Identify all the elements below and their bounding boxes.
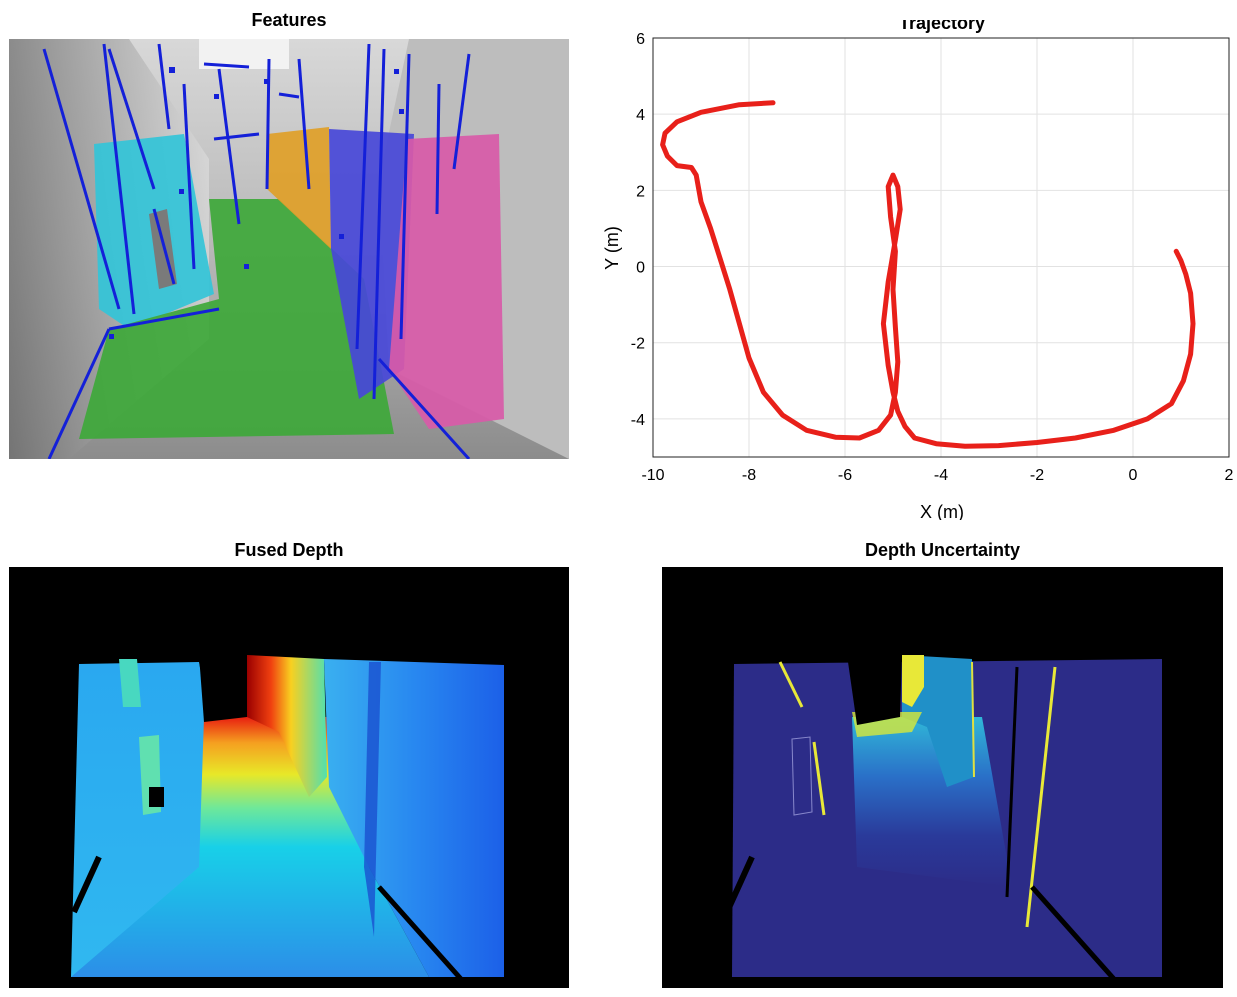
trajectory-chart: Trajectory -10 -8 -6 -4 -2 0 2 -4 -2 0 2 4 6 X (m) Y… xyxy=(602,20,1234,520)
plane-green xyxy=(79,199,394,439)
x-tick-label: 2 xyxy=(1225,467,1234,484)
features-image xyxy=(9,39,569,459)
feature-lines xyxy=(42,43,471,459)
trajectory-title: Trajectory xyxy=(899,20,985,33)
fused-depth-image xyxy=(9,567,569,988)
x-tick-label: -4 xyxy=(934,467,948,484)
x-tick-label: 0 xyxy=(1129,467,1138,484)
y-tick-label: 6 xyxy=(636,31,645,48)
y-tick-label: 0 xyxy=(636,260,645,277)
y-tick-label: -2 xyxy=(631,336,645,353)
x-tick-label: -8 xyxy=(742,467,756,484)
x-tick-label: -6 xyxy=(838,467,852,484)
fused-depth-title: Fused Depth xyxy=(234,540,344,560)
plane-magenta xyxy=(389,134,504,429)
trajectory-ticks: -10 -8 -6 -4 -2 0 2 -4 -2 0 2 4 6 xyxy=(631,31,1234,484)
y-tick-label: 4 xyxy=(636,107,645,124)
depth-uncertainty-title: Depth Uncertainty xyxy=(864,540,1021,560)
trajectory-series-line xyxy=(660,100,1196,449)
plane-orange xyxy=(267,127,331,249)
trajectory-axes-box xyxy=(652,37,1230,458)
y-tick-label: 2 xyxy=(636,183,645,200)
x-tick-label: -2 xyxy=(1030,467,1044,484)
x-tick-label: -10 xyxy=(641,467,664,484)
trajectory-ylabel: Y (m) xyxy=(602,226,622,270)
y-tick-label: -4 xyxy=(631,412,645,429)
trajectory-grid xyxy=(652,37,1230,457)
depth-uncertainty-image xyxy=(662,567,1223,988)
trajectory-xlabel: X (m) xyxy=(920,502,964,520)
features-title: Features xyxy=(251,10,327,30)
